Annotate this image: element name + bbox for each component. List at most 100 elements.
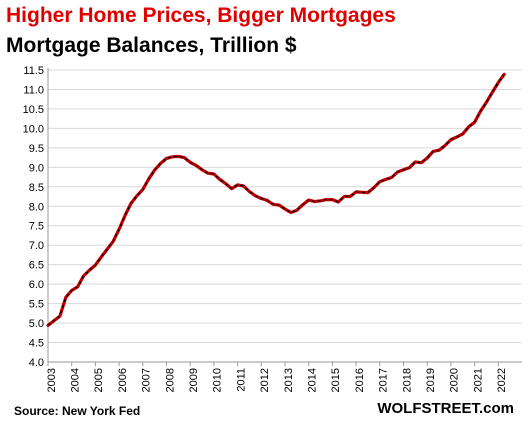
data-point — [349, 195, 351, 198]
data-point — [47, 324, 49, 326]
data-point — [130, 202, 132, 205]
y-tick-label: 8.5 — [29, 182, 44, 194]
x-tick-label: 2004 — [70, 368, 82, 392]
data-point — [106, 248, 108, 250]
data-point — [183, 157, 185, 159]
data-point — [325, 199, 328, 201]
data-point — [154, 169, 156, 171]
y-tick-label: 6.0 — [29, 279, 44, 291]
data-point — [260, 197, 262, 200]
x-tick-label: 2015 — [330, 368, 342, 392]
y-tick-label: 8.0 — [29, 201, 44, 213]
data-point — [456, 136, 458, 138]
data-point — [468, 126, 470, 128]
data-point — [219, 178, 221, 180]
data-point — [53, 320, 55, 322]
data-point — [420, 162, 422, 164]
data-point — [432, 150, 434, 152]
x-tick-label: 2008 — [164, 368, 176, 392]
data-point — [491, 91, 493, 93]
data-point — [177, 155, 179, 157]
data-point — [195, 164, 197, 166]
data-point — [201, 169, 203, 171]
data-point — [444, 144, 446, 147]
y-tick-label: 6.5 — [29, 260, 44, 272]
data-point — [379, 181, 381, 183]
data-point — [207, 172, 209, 174]
data-point — [118, 228, 120, 230]
data-point — [426, 157, 428, 159]
data-point — [248, 190, 250, 193]
data-point — [272, 203, 274, 205]
data-point — [94, 264, 96, 266]
data-point — [337, 201, 339, 203]
data-point — [320, 200, 322, 202]
data-point — [171, 156, 173, 158]
data-point — [438, 149, 440, 151]
y-tick-label: 11.5 — [23, 65, 44, 77]
data-point — [160, 162, 162, 164]
x-tick-label: 2020 — [449, 368, 461, 392]
data-point — [77, 286, 79, 288]
series-line — [46, 72, 506, 327]
data-point — [462, 133, 464, 135]
data-point — [82, 275, 85, 277]
x-tick-label: 2018 — [401, 368, 413, 392]
x-tick-label: 2009 — [188, 368, 200, 392]
data-point — [278, 204, 280, 206]
y-tick-label: 5.0 — [29, 318, 44, 330]
data-point — [296, 209, 298, 211]
data-point — [373, 187, 375, 189]
data-point — [213, 173, 215, 175]
data-point — [231, 188, 233, 190]
x-tick-label: 2014 — [307, 368, 319, 392]
data-point — [361, 191, 363, 193]
data-point — [397, 171, 399, 173]
data-point — [414, 161, 416, 163]
brand-watermark: WOLFSTREET.com — [377, 400, 514, 417]
data-point — [59, 315, 61, 317]
y-tick-label: 10.5 — [23, 104, 44, 116]
data-point — [142, 188, 144, 191]
source-note: Source: New York Fed — [14, 404, 141, 418]
data-point — [189, 161, 191, 163]
x-tick-label: 2017 — [378, 368, 390, 392]
x-tick-label: 2022 — [496, 368, 508, 392]
x-tick-label: 2021 — [472, 368, 484, 392]
y-tick-label: 4.5 — [29, 338, 44, 350]
data-point — [225, 183, 227, 185]
data-point — [124, 215, 126, 217]
x-tick-label: 2011 — [235, 368, 247, 392]
series-line-dash — [47, 73, 505, 326]
data-point — [242, 185, 245, 187]
data-point — [302, 204, 304, 206]
y-tick-label: 11.0 — [23, 84, 44, 96]
data-point — [402, 169, 405, 171]
data-point — [165, 157, 168, 159]
x-tick-label: 2016 — [354, 368, 366, 392]
data-point — [385, 178, 387, 180]
x-tick-label: 2013 — [283, 368, 295, 392]
data-point — [71, 289, 73, 291]
data-point — [284, 208, 286, 210]
data-point — [503, 73, 505, 75]
data-point — [308, 199, 310, 201]
y-tick-label: 9.5 — [29, 143, 44, 155]
data-point — [290, 211, 292, 214]
x-tick-label: 2006 — [117, 368, 129, 392]
data-point — [237, 184, 239, 186]
data-point — [497, 81, 499, 84]
data-point — [88, 269, 91, 271]
data-point — [391, 176, 393, 179]
y-tick-label: 9.0 — [29, 162, 44, 174]
x-tick-label: 2019 — [425, 368, 437, 392]
data-point — [266, 199, 268, 201]
data-point — [485, 101, 487, 103]
data-point — [331, 199, 333, 201]
x-tick-label: 2003 — [46, 368, 58, 392]
data-point — [136, 195, 138, 197]
chart-subtitle: Mortgage Balances, Trillion $ — [6, 34, 297, 57]
chart-title: Higher Home Prices, Bigger Mortgages — [6, 4, 396, 27]
y-tick-label: 7.0 — [29, 240, 44, 252]
